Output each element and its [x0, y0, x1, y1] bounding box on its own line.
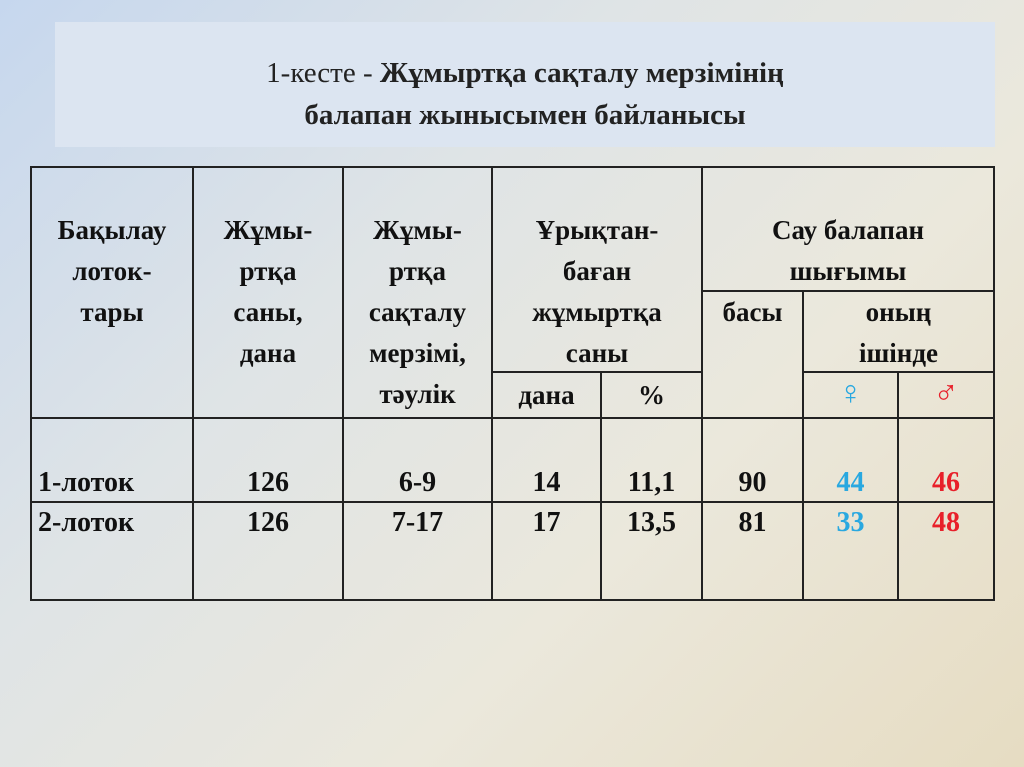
header-unfertilized: Ұрықтан- баған жұмыртқа саны — [493, 210, 701, 374]
row-pct: 11,1 — [627, 467, 676, 498]
header-line: ртқа — [389, 256, 446, 286]
grid-line — [701, 166, 703, 601]
row-pct: 13,5 — [627, 507, 676, 538]
header-line: баған — [562, 256, 632, 286]
title-bold: Жұмыртқа сақталу мерзімінің — [379, 57, 784, 89]
row-eggs: 126 — [247, 467, 289, 498]
row-male: 46 — [932, 467, 960, 498]
grid-line — [30, 599, 995, 601]
row-pcs: 14 — [532, 467, 561, 498]
header-egg-count: Жұмы- ртқа саны, дана — [194, 210, 342, 374]
row-female: 33 — [836, 507, 865, 538]
header-line: Жұмы- — [373, 215, 462, 245]
row-tray: 1-лоток — [38, 467, 135, 498]
header-line: лоток- — [72, 256, 152, 286]
header-unfertilized-pcs: дана — [518, 380, 575, 410]
header-line: тәулік — [379, 379, 456, 409]
row-female: 44 — [836, 467, 865, 498]
grid-line — [30, 166, 995, 168]
grid-line — [993, 166, 995, 601]
grid-line — [192, 166, 194, 601]
grid-line — [702, 290, 995, 292]
row-storage: 7-17 — [391, 507, 444, 538]
header-line: ртқа — [239, 256, 297, 286]
header-line: саны — [565, 338, 629, 368]
header-line: мерзімі, — [369, 338, 466, 368]
header-line: саны, — [233, 297, 303, 327]
header-unfertilized-pct: % — [638, 380, 665, 410]
header-line: жұмыртқа — [532, 297, 662, 327]
grid-line — [897, 371, 899, 601]
row-male: 48 — [932, 507, 960, 538]
header-line: тары — [80, 297, 144, 327]
header-total: басы — [722, 297, 783, 327]
header-line: ішінде — [859, 338, 938, 368]
grid-line — [30, 417, 995, 419]
header-line: Жұмы- — [223, 215, 313, 245]
header-line: Ұрықтан- — [535, 215, 659, 245]
header-healthy-output: Сау балапан шығымы — [703, 210, 993, 292]
grid-line — [803, 371, 995, 373]
grid-line — [802, 290, 804, 601]
row-total: 81 — [738, 507, 767, 538]
header-trays: Бақылау лоток- тары — [32, 210, 192, 333]
header-line: дана — [239, 338, 297, 368]
row-storage: 6-9 — [398, 467, 437, 498]
grid-line — [342, 166, 344, 601]
grid-line — [492, 371, 702, 373]
header-of-which: оның ішінде — [804, 292, 993, 374]
title-box: 1-кесте - Жұмыртқа сақталу мерзімінің ба… — [55, 22, 995, 147]
header-line: Бақылау — [57, 215, 167, 245]
grid-line — [30, 166, 32, 601]
header-line: сақталу — [368, 297, 467, 327]
row-tray: 2-лоток — [38, 507, 135, 538]
row-total: 90 — [738, 467, 767, 498]
header-line: шығымы — [789, 256, 907, 286]
header-line: оның — [865, 297, 932, 327]
grid-line — [491, 166, 493, 601]
row-pcs: 17 — [532, 507, 561, 538]
grid-line — [600, 371, 602, 601]
header-line: Сау балапан — [771, 215, 925, 245]
row-eggs: 126 — [247, 507, 289, 538]
grid-line — [30, 501, 995, 503]
female-symbol-icon: ♀ — [837, 375, 864, 412]
header-storage: Жұмы- ртқа сақталу мерзімі, тәулік — [344, 210, 491, 415]
table-title-line2: балапан жынысымен байланысы — [304, 99, 746, 131]
table-title-line1: 1-кесте - Жұмыртқа сақталу мерзімінің — [55, 52, 995, 94]
title-prefix: 1-кесте - — [266, 57, 380, 89]
male-symbol-icon: ♂ — [933, 375, 959, 412]
